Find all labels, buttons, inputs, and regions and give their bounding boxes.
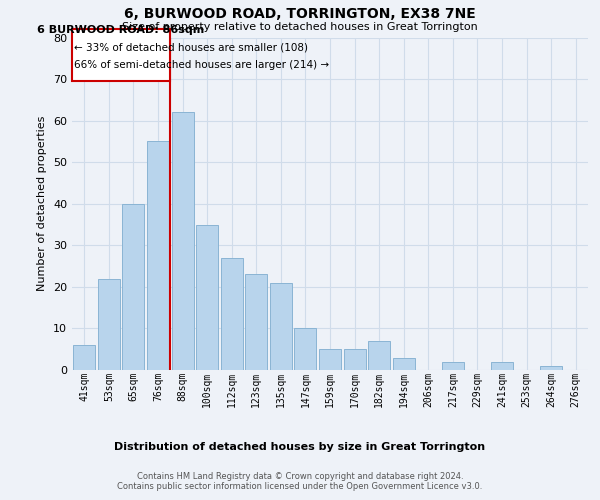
Bar	[172, 112, 194, 370]
Bar	[245, 274, 268, 370]
Bar	[344, 349, 365, 370]
Text: 6 BURWOOD ROAD: 86sqm: 6 BURWOOD ROAD: 86sqm	[37, 26, 205, 36]
Bar	[196, 224, 218, 370]
Text: 6, BURWOOD ROAD, TORRINGTON, EX38 7NE: 6, BURWOOD ROAD, TORRINGTON, EX38 7NE	[124, 8, 476, 22]
Bar	[72, 29, 170, 81]
Text: Contains public sector information licensed under the Open Government Licence v3: Contains public sector information licen…	[118, 482, 482, 491]
Text: 66% of semi-detached houses are larger (214) →: 66% of semi-detached houses are larger (…	[74, 60, 329, 70]
Bar	[319, 349, 341, 370]
Bar	[540, 366, 562, 370]
Bar	[392, 358, 415, 370]
Bar	[491, 362, 513, 370]
Bar	[442, 362, 464, 370]
Text: Contains HM Land Registry data © Crown copyright and database right 2024.: Contains HM Land Registry data © Crown c…	[137, 472, 463, 481]
Bar	[221, 258, 243, 370]
Bar	[368, 341, 390, 370]
Bar	[73, 345, 95, 370]
Bar	[270, 282, 292, 370]
Text: ← 33% of detached houses are smaller (108): ← 33% of detached houses are smaller (10…	[74, 43, 308, 53]
Text: Size of property relative to detached houses in Great Torrington: Size of property relative to detached ho…	[122, 22, 478, 32]
Text: Distribution of detached houses by size in Great Torrington: Distribution of detached houses by size …	[115, 442, 485, 452]
Bar	[122, 204, 145, 370]
Bar	[147, 142, 169, 370]
Bar	[295, 328, 316, 370]
Y-axis label: Number of detached properties: Number of detached properties	[37, 116, 47, 292]
Bar	[98, 278, 120, 370]
